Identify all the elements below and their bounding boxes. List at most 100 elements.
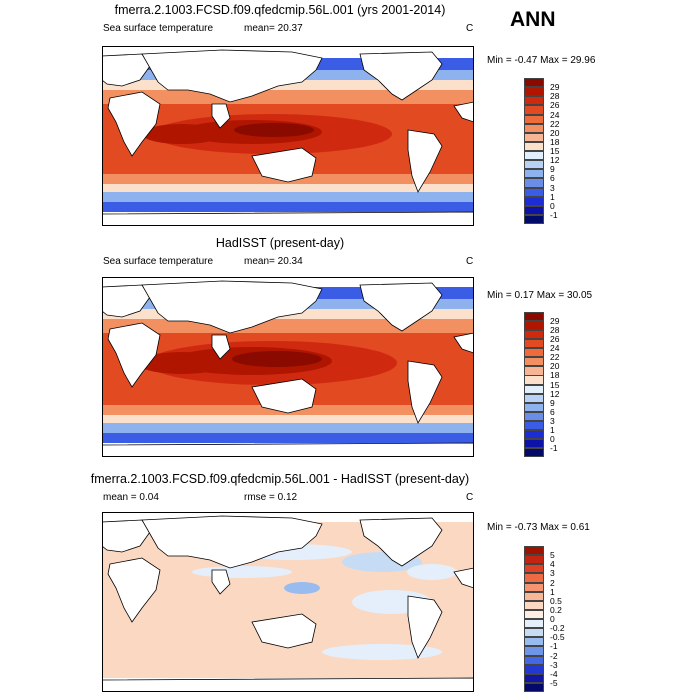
panel2-colorbar-label: 18 (550, 370, 560, 381)
panel2-colorbar-label: 9 (550, 397, 555, 408)
panel2-colorbar-swatch (524, 411, 544, 421)
panel2-colorbar-label: 24 (550, 343, 560, 354)
panel3-colorbar-swatch (524, 582, 544, 592)
panel3-colorbar-swatch (524, 619, 544, 629)
panel1-colorbar-label: 6 (550, 173, 555, 184)
panel2-colorbar-swatch (524, 357, 544, 367)
panel2-colorbar-swatch (524, 429, 544, 439)
panel3-colorbar-swatch (524, 564, 544, 574)
panel3-colorbar-swatch (524, 646, 544, 656)
panel2-colorbar-swatch (524, 402, 544, 412)
panel1-colorbar-swatch (524, 214, 544, 224)
panel1-colorbar-label: 20 (550, 127, 560, 138)
panel3-colorbar-label: 4 (550, 559, 555, 570)
panel3-colorbar-swatch (524, 628, 544, 638)
panel3-colorbar-label: 0.5 (550, 595, 562, 606)
panel1-colorbar-swatch (524, 141, 544, 152)
panel3-colorbar-label: 3 (550, 568, 555, 579)
panel1-colorbar-label: 12 (550, 155, 560, 166)
panel1-colorbar-label: 18 (550, 136, 560, 147)
panel1-colorbar-label: 0 (550, 200, 555, 211)
panel3-map (102, 512, 474, 692)
panel2-colorbar-swatch (524, 375, 544, 385)
panel1-colorbar-label: 15 (550, 146, 560, 156)
panel1-colorbar-swatch (524, 196, 544, 206)
panel1-colorbar-swatch (524, 205, 544, 215)
panel2-units: C (466, 256, 474, 267)
panel1-colorbar-label: 3 (550, 182, 555, 193)
panel1-colorbar-swatch (524, 96, 544, 106)
panel2-colorbar-swatch (524, 366, 544, 376)
panel3-title: fmerra.2.1003.FCSD.f09.qfedcmip.56L.001 … (90, 472, 470, 486)
panel1-colorbar-label: 1 (550, 191, 555, 202)
panel3-colorbar-label: 1 (550, 586, 555, 597)
panel1-colorbar-label: -1 (550, 209, 558, 220)
panel3-colorbar-label: -2 (550, 650, 558, 661)
panel1-title: fmerra.2.1003.FCSD.f09.qfedcmip.56L.001 … (114, 3, 446, 17)
panel1-colorbar-label: 26 (550, 100, 560, 111)
panel1-colorbar-label: 22 (550, 118, 560, 129)
panel1-colorbar-swatch (524, 169, 544, 179)
panel2-colorbar-label: 3 (550, 415, 555, 426)
panel1-colorbar-label: 24 (550, 109, 560, 120)
panel3-colorbar-label: -5 (550, 677, 558, 688)
panel2-colorbar-swatch (524, 348, 544, 358)
panel2-colorbar-label: 12 (550, 388, 560, 399)
panel1-colorbar-swatch (524, 187, 544, 197)
panel2-mean: mean= 20.34 (244, 256, 303, 267)
panel1-colorbar-swatch (524, 160, 544, 170)
panel3-colorbar-label: -3 (550, 659, 558, 670)
panel2-colorbar-swatch (524, 420, 544, 430)
panel3-colorbar-label: -0.5 (550, 632, 565, 643)
panel2-colorbar-swatch (524, 393, 544, 403)
panel3-colorbar-label: -1 (550, 641, 558, 652)
panel1-colorbar-swatch (524, 132, 544, 142)
panel1-colorbar: 29 28 26 24 22 20 18 15 12 9 6 3 1 0 -1 (524, 78, 559, 224)
panel2-colorbar-swatch (524, 312, 544, 322)
panel3-colorbar-label: 5 (550, 550, 555, 561)
panel3-colorbar-swatch (524, 573, 544, 583)
panel3-rmse: rmse = 0.12 (244, 492, 298, 503)
panel2-colorbar-label: 20 (550, 361, 560, 372)
panel3-colorbar-swatch (524, 600, 544, 610)
panel2-colorbar-swatch (524, 447, 544, 457)
panel2-title: HadISST (present-day) (215, 236, 345, 250)
panel2-colorbar-label: -1 (550, 442, 558, 453)
season-label: ANN (510, 8, 556, 31)
panel1-colorbar-label: 9 (550, 164, 555, 175)
panel3-colorbar-label: 0.2 (550, 604, 562, 615)
panel2-colorbar-label: 28 (550, 325, 560, 336)
panel3-colorbar-swatch (524, 609, 544, 620)
panel2-colorbar-label: 29 (550, 316, 560, 327)
panel1-minmax: Min = -0.47 Max = 29.96 (487, 55, 596, 66)
panel3-mean: mean = 0.04 (103, 492, 159, 503)
panel2-colorbar-label: 15 (550, 379, 560, 390)
panel1-colorbar-swatch (524, 123, 544, 133)
panel2-minmax: Min = 0.17 Max = 30.05 (487, 290, 593, 301)
panel3-colorbar-label: 0 (550, 614, 555, 624)
panel2-colorbar-label: 1 (550, 424, 555, 435)
panel1-colorbar-label: 28 (550, 91, 560, 102)
panel1-colorbar-swatch (524, 105, 544, 115)
panel1-colorbar-swatch (524, 151, 544, 161)
panel3-colorbar-swatch (524, 555, 544, 565)
panel1-variable: Sea surface temperature (103, 23, 214, 34)
panel3-colorbar-swatch (524, 591, 544, 601)
panel1-units: C (466, 23, 474, 34)
panel2-map (102, 277, 474, 457)
panel1-colorbar-label: 29 (550, 82, 560, 93)
panel1-colorbar-swatch (524, 114, 544, 124)
panel2-colorbar-label: 0 (550, 433, 555, 444)
panel3-colorbar-swatch (524, 546, 544, 556)
panel1-colorbar-swatch (524, 178, 544, 188)
panel3-minmax: Min = -0.73 Max = 0.61 (487, 522, 590, 533)
panel2-colorbar-swatch (524, 321, 544, 331)
panel3-colorbar-label: -4 (550, 668, 558, 679)
panel2-colorbar-swatch (524, 330, 544, 340)
panel1-map (102, 46, 474, 226)
panel1-mean: mean= 20.37 (244, 23, 303, 34)
panel3-colorbar-swatch (524, 682, 544, 692)
panel3-colorbar: 5 4 3 2 1 0.5 0.2 0 -0.2 -0.5 -1 -2 -3 -… (524, 546, 565, 692)
panel3-colorbar-label: -0.2 (550, 623, 565, 634)
panel2-colorbar: 29 28 26 24 22 20 18 15 12 9 6 3 1 0 -1 (524, 312, 559, 457)
